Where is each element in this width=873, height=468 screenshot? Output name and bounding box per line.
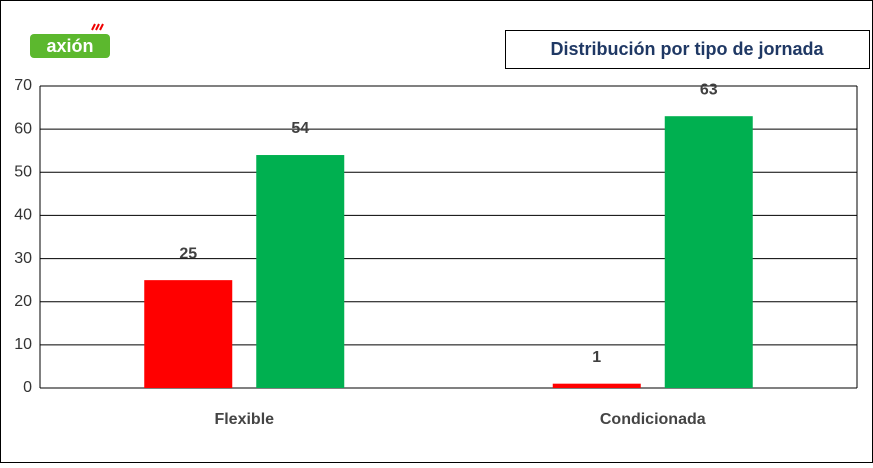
x-tick-label: Flexible [214,411,274,428]
y-tick-label: 40 [14,207,32,224]
bar [664,116,753,388]
bar [552,383,641,388]
title-box [505,30,870,69]
data-label: 25 [179,245,197,262]
y-tick-label: 10 [14,336,32,353]
bar [144,280,233,388]
logo-text: axión [46,36,93,56]
data-label: 1 [592,349,601,366]
logo-badge [30,34,110,58]
x-tick-label: Condicionada [600,411,706,428]
logo-accent [91,23,104,31]
y-tick-label: 60 [14,120,32,137]
data-label: 54 [291,120,309,137]
y-tick-label: 20 [14,293,32,310]
bar [256,155,345,388]
chart-title: Distribución por tipo de jornada [550,39,824,59]
y-tick-label: 30 [14,250,32,267]
data-label: 63 [700,81,718,98]
y-tick-label: 50 [14,164,32,181]
y-tick-label: 70 [14,77,32,94]
y-tick-label: 0 [23,379,32,396]
